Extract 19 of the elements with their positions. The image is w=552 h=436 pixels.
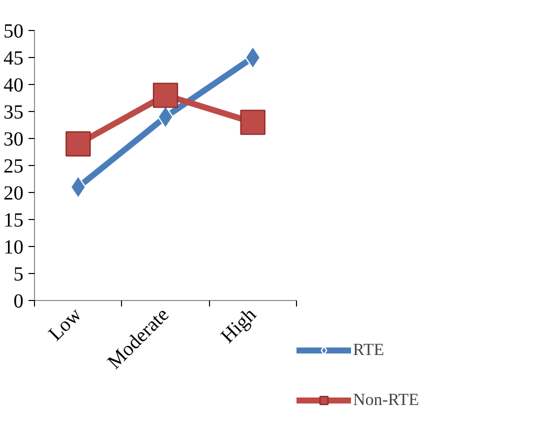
legend-label: Non-RTE — [353, 390, 420, 410]
legend-label: RTE — [353, 340, 384, 360]
y-tick-label: 35 — [4, 102, 24, 124]
y-tick-label: 40 — [4, 74, 24, 96]
y-tick-label: 25 — [4, 156, 24, 178]
point — [70, 176, 86, 199]
y-tick-label: 10 — [4, 236, 24, 258]
point — [240, 110, 266, 135]
x-tick-label: High — [216, 304, 261, 348]
y-tick-label: 20 — [4, 182, 24, 204]
y-tick-label: 50 — [4, 20, 24, 42]
point — [66, 131, 91, 156]
y-tick-label: 45 — [4, 48, 24, 70]
x-tick-label: Low — [44, 303, 86, 346]
y-tick-label: 15 — [4, 210, 24, 232]
y-tick-label: 0 — [14, 290, 24, 312]
y-tick-label: 30 — [4, 128, 24, 150]
point — [152, 82, 178, 108]
y-tick-label: 5 — [14, 264, 24, 286]
